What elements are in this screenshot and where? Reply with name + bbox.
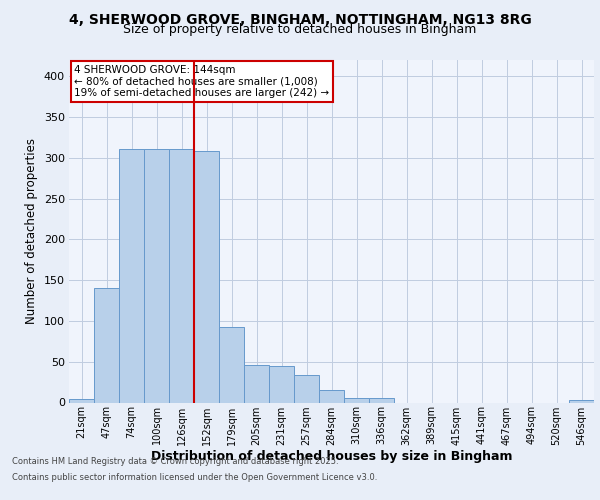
Bar: [344, 398, 369, 402]
Bar: [569, 400, 594, 402]
Y-axis label: Number of detached properties: Number of detached properties: [25, 138, 38, 324]
Bar: [94, 288, 119, 403]
Bar: [169, 149, 194, 403]
Text: Contains public sector information licensed under the Open Government Licence v3: Contains public sector information licen…: [12, 472, 377, 482]
X-axis label: Distribution of detached houses by size in Bingham: Distribution of detached houses by size …: [151, 450, 512, 464]
Bar: [244, 365, 269, 403]
Text: Contains HM Land Registry data © Crown copyright and database right 2025.: Contains HM Land Registry data © Crown c…: [12, 458, 338, 466]
Text: Size of property relative to detached houses in Bingham: Size of property relative to detached ho…: [124, 22, 476, 36]
Bar: [294, 375, 319, 402]
Bar: [194, 152, 219, 402]
Bar: [269, 366, 294, 403]
Bar: [69, 399, 94, 402]
Bar: [144, 149, 169, 403]
Bar: [369, 398, 394, 402]
Bar: [119, 149, 144, 403]
Bar: [219, 326, 244, 402]
Text: 4 SHERWOOD GROVE: 144sqm
← 80% of detached houses are smaller (1,008)
19% of sem: 4 SHERWOOD GROVE: 144sqm ← 80% of detach…: [74, 65, 329, 98]
Text: 4, SHERWOOD GROVE, BINGHAM, NOTTINGHAM, NG13 8RG: 4, SHERWOOD GROVE, BINGHAM, NOTTINGHAM, …: [68, 12, 532, 26]
Bar: [319, 390, 344, 402]
